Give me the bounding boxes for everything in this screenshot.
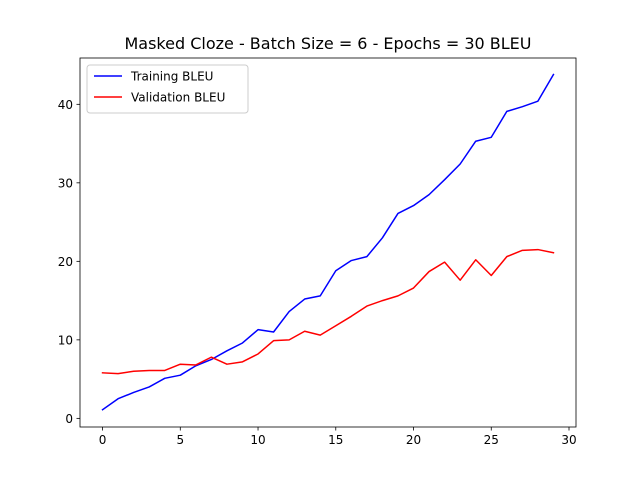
legend-label: Validation BLEU	[131, 91, 225, 105]
series-line-training-bleu	[101, 73, 555, 411]
chart-title: Masked Cloze - Batch Size = 6 - Epochs =…	[124, 34, 531, 53]
y-tick-label: 40	[58, 98, 73, 112]
x-tick-label: 25	[484, 433, 499, 447]
legend-label: Training BLEU	[130, 70, 213, 84]
x-tick-label: 0	[99, 433, 107, 447]
x-tick-label: 20	[406, 433, 421, 447]
legend-box	[86, 64, 249, 114]
y-tick-label: 20	[58, 255, 73, 269]
y-tick-label: 30	[58, 176, 73, 190]
axes-frame	[79, 57, 577, 428]
x-tick-label: 15	[328, 433, 343, 447]
x-tick-label: 5	[176, 433, 184, 447]
x-tick-label: 30	[561, 433, 576, 447]
series-line-validation-bleu	[101, 248, 555, 375]
x-tick-label: 10	[250, 433, 265, 447]
y-tick-label: 0	[65, 412, 73, 426]
axes: 0 5 10 15 20 25 30 0 10 20 30 40 Training BLEU Valida…	[58, 57, 577, 447]
y-tick-label: 10	[58, 333, 73, 347]
